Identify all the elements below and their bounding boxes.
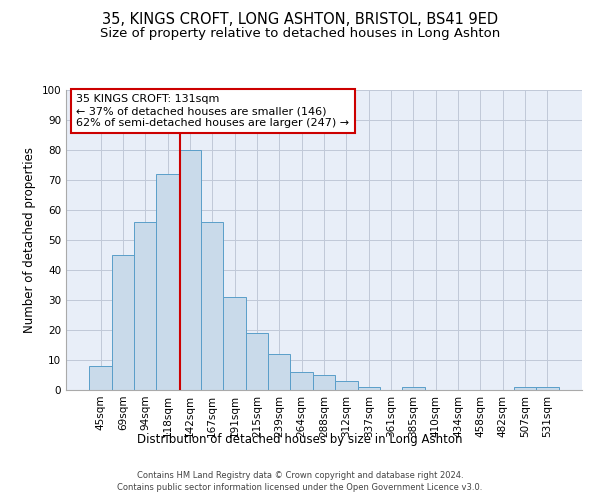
- Bar: [157, 174, 179, 390]
- Bar: [201, 222, 223, 390]
- Text: 35, KINGS CROFT, LONG ASHTON, BRISTOL, BS41 9ED: 35, KINGS CROFT, LONG ASHTON, BRISTOL, B…: [102, 12, 498, 28]
- Text: Distribution of detached houses by size in Long Ashton: Distribution of detached houses by size …: [137, 432, 463, 446]
- Bar: [89, 366, 112, 390]
- Bar: [223, 297, 246, 390]
- Text: 35 KINGS CROFT: 131sqm
← 37% of detached houses are smaller (146)
62% of semi-de: 35 KINGS CROFT: 131sqm ← 37% of detached…: [76, 94, 349, 128]
- Text: Size of property relative to detached houses in Long Ashton: Size of property relative to detached ho…: [100, 28, 500, 40]
- Bar: [313, 375, 335, 390]
- Bar: [112, 255, 134, 390]
- Bar: [134, 222, 157, 390]
- Bar: [246, 333, 268, 390]
- Bar: [536, 387, 559, 390]
- Text: Contains public sector information licensed under the Open Government Licence v3: Contains public sector information licen…: [118, 484, 482, 492]
- Y-axis label: Number of detached properties: Number of detached properties: [23, 147, 36, 333]
- Bar: [290, 372, 313, 390]
- Bar: [268, 354, 290, 390]
- Bar: [179, 150, 201, 390]
- Text: Contains HM Land Registry data © Crown copyright and database right 2024.: Contains HM Land Registry data © Crown c…: [137, 471, 463, 480]
- Bar: [358, 387, 380, 390]
- Bar: [514, 387, 536, 390]
- Bar: [402, 387, 425, 390]
- Bar: [335, 381, 358, 390]
